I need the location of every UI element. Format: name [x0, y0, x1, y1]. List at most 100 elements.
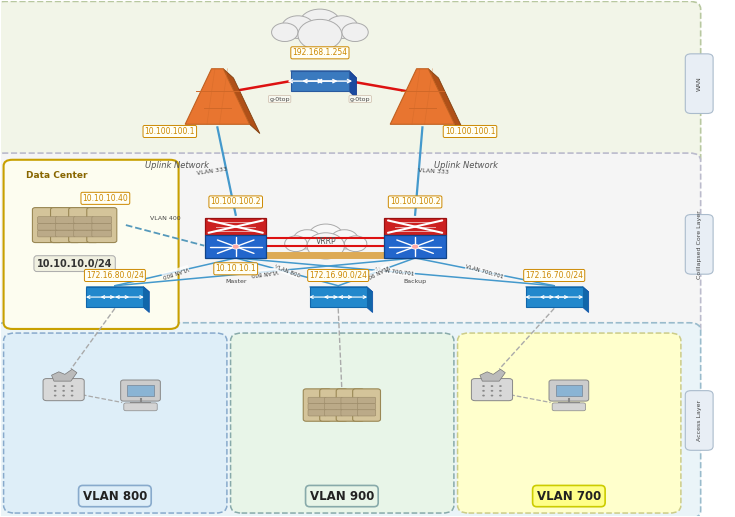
Text: VLAN 333: VLAN 333: [196, 166, 228, 176]
Text: Uplink Network: Uplink Network: [145, 161, 209, 171]
FancyBboxPatch shape: [92, 217, 112, 223]
Circle shape: [62, 385, 65, 387]
Polygon shape: [429, 69, 465, 133]
Text: 10.100.100.1: 10.100.100.1: [145, 127, 195, 136]
Circle shape: [71, 385, 74, 387]
Circle shape: [271, 23, 298, 41]
Text: Uplink Network: Uplink Network: [434, 161, 498, 171]
Text: VLAN 700: VLAN 700: [537, 490, 601, 503]
FancyBboxPatch shape: [0, 2, 700, 166]
FancyBboxPatch shape: [309, 287, 367, 307]
FancyBboxPatch shape: [320, 389, 348, 421]
Circle shape: [284, 236, 307, 252]
Circle shape: [309, 224, 343, 249]
Polygon shape: [526, 287, 589, 292]
Text: WAN: WAN: [697, 77, 702, 91]
FancyBboxPatch shape: [384, 235, 446, 258]
Circle shape: [482, 385, 485, 387]
FancyBboxPatch shape: [304, 389, 331, 421]
Text: Master: Master: [225, 279, 246, 284]
FancyBboxPatch shape: [127, 385, 154, 397]
Text: Access Layer: Access Layer: [697, 400, 702, 441]
Polygon shape: [51, 369, 77, 381]
Text: VLAN 800: VLAN 800: [162, 265, 189, 279]
FancyBboxPatch shape: [56, 230, 76, 237]
FancyBboxPatch shape: [308, 403, 326, 410]
Circle shape: [62, 390, 65, 392]
FancyBboxPatch shape: [51, 208, 81, 242]
FancyBboxPatch shape: [4, 333, 227, 513]
FancyBboxPatch shape: [43, 378, 85, 401]
FancyBboxPatch shape: [74, 217, 93, 223]
FancyBboxPatch shape: [556, 385, 582, 397]
FancyBboxPatch shape: [471, 378, 512, 401]
Text: Coillapsed Core Layer: Coillapsed Core Layer: [697, 210, 702, 279]
FancyBboxPatch shape: [357, 397, 376, 404]
FancyBboxPatch shape: [123, 403, 157, 411]
Text: VRRP: VRRP: [315, 237, 336, 246]
FancyBboxPatch shape: [357, 409, 376, 416]
Text: VLAN 800: VLAN 800: [273, 265, 301, 279]
FancyBboxPatch shape: [685, 54, 713, 114]
Text: 172.16.70.0/24: 172.16.70.0/24: [526, 271, 583, 280]
Text: g-0top: g-0top: [350, 97, 370, 101]
FancyBboxPatch shape: [87, 208, 117, 242]
Text: 10.10.10.1: 10.10.10.1: [215, 264, 256, 273]
Circle shape: [54, 394, 57, 397]
FancyBboxPatch shape: [353, 389, 381, 421]
FancyBboxPatch shape: [74, 230, 93, 237]
FancyBboxPatch shape: [685, 215, 713, 274]
Polygon shape: [86, 287, 149, 292]
Circle shape: [62, 394, 65, 397]
FancyBboxPatch shape: [37, 217, 57, 223]
Text: 172.16.90.0/24: 172.16.90.0/24: [309, 271, 368, 280]
Text: VLAN 900: VLAN 900: [309, 490, 374, 503]
Circle shape: [299, 9, 340, 38]
Text: 10.100.100.1: 10.100.100.1: [445, 127, 495, 136]
Text: 172.16.80.0/24: 172.16.80.0/24: [86, 271, 144, 280]
Circle shape: [491, 394, 493, 397]
FancyBboxPatch shape: [92, 223, 112, 230]
FancyBboxPatch shape: [552, 403, 586, 411]
Circle shape: [482, 390, 485, 392]
Circle shape: [331, 230, 358, 249]
Circle shape: [491, 385, 493, 387]
Circle shape: [307, 233, 345, 259]
FancyBboxPatch shape: [4, 160, 179, 329]
FancyBboxPatch shape: [685, 391, 713, 450]
FancyBboxPatch shape: [92, 230, 112, 237]
Circle shape: [293, 230, 320, 249]
FancyBboxPatch shape: [341, 397, 359, 404]
Text: 10.10.10.40: 10.10.10.40: [82, 194, 128, 203]
Polygon shape: [480, 369, 505, 381]
FancyBboxPatch shape: [56, 223, 76, 230]
Circle shape: [71, 390, 74, 392]
Circle shape: [71, 394, 74, 397]
FancyBboxPatch shape: [86, 287, 143, 307]
FancyBboxPatch shape: [121, 380, 160, 401]
Circle shape: [499, 385, 502, 387]
FancyBboxPatch shape: [458, 333, 681, 513]
FancyBboxPatch shape: [308, 397, 326, 404]
FancyBboxPatch shape: [231, 333, 454, 513]
FancyBboxPatch shape: [324, 403, 343, 410]
Text: 10.100.100.2: 10.100.100.2: [390, 197, 440, 206]
FancyBboxPatch shape: [37, 223, 57, 230]
Polygon shape: [583, 287, 589, 312]
Circle shape: [326, 16, 358, 38]
FancyBboxPatch shape: [205, 218, 267, 235]
Text: VLAN 400: VLAN 400: [150, 216, 180, 221]
Polygon shape: [185, 69, 250, 124]
Polygon shape: [349, 71, 356, 99]
FancyBboxPatch shape: [32, 208, 62, 242]
Circle shape: [232, 244, 239, 249]
Polygon shape: [290, 71, 356, 78]
Text: VLAN 700,701: VLAN 700,701: [465, 264, 504, 280]
FancyBboxPatch shape: [308, 409, 326, 416]
FancyBboxPatch shape: [341, 403, 359, 410]
Polygon shape: [223, 69, 260, 133]
FancyBboxPatch shape: [526, 287, 583, 307]
FancyBboxPatch shape: [324, 397, 343, 404]
Text: g-0top: g-0top: [270, 97, 290, 101]
Text: VLAN 900: VLAN 900: [364, 264, 390, 280]
